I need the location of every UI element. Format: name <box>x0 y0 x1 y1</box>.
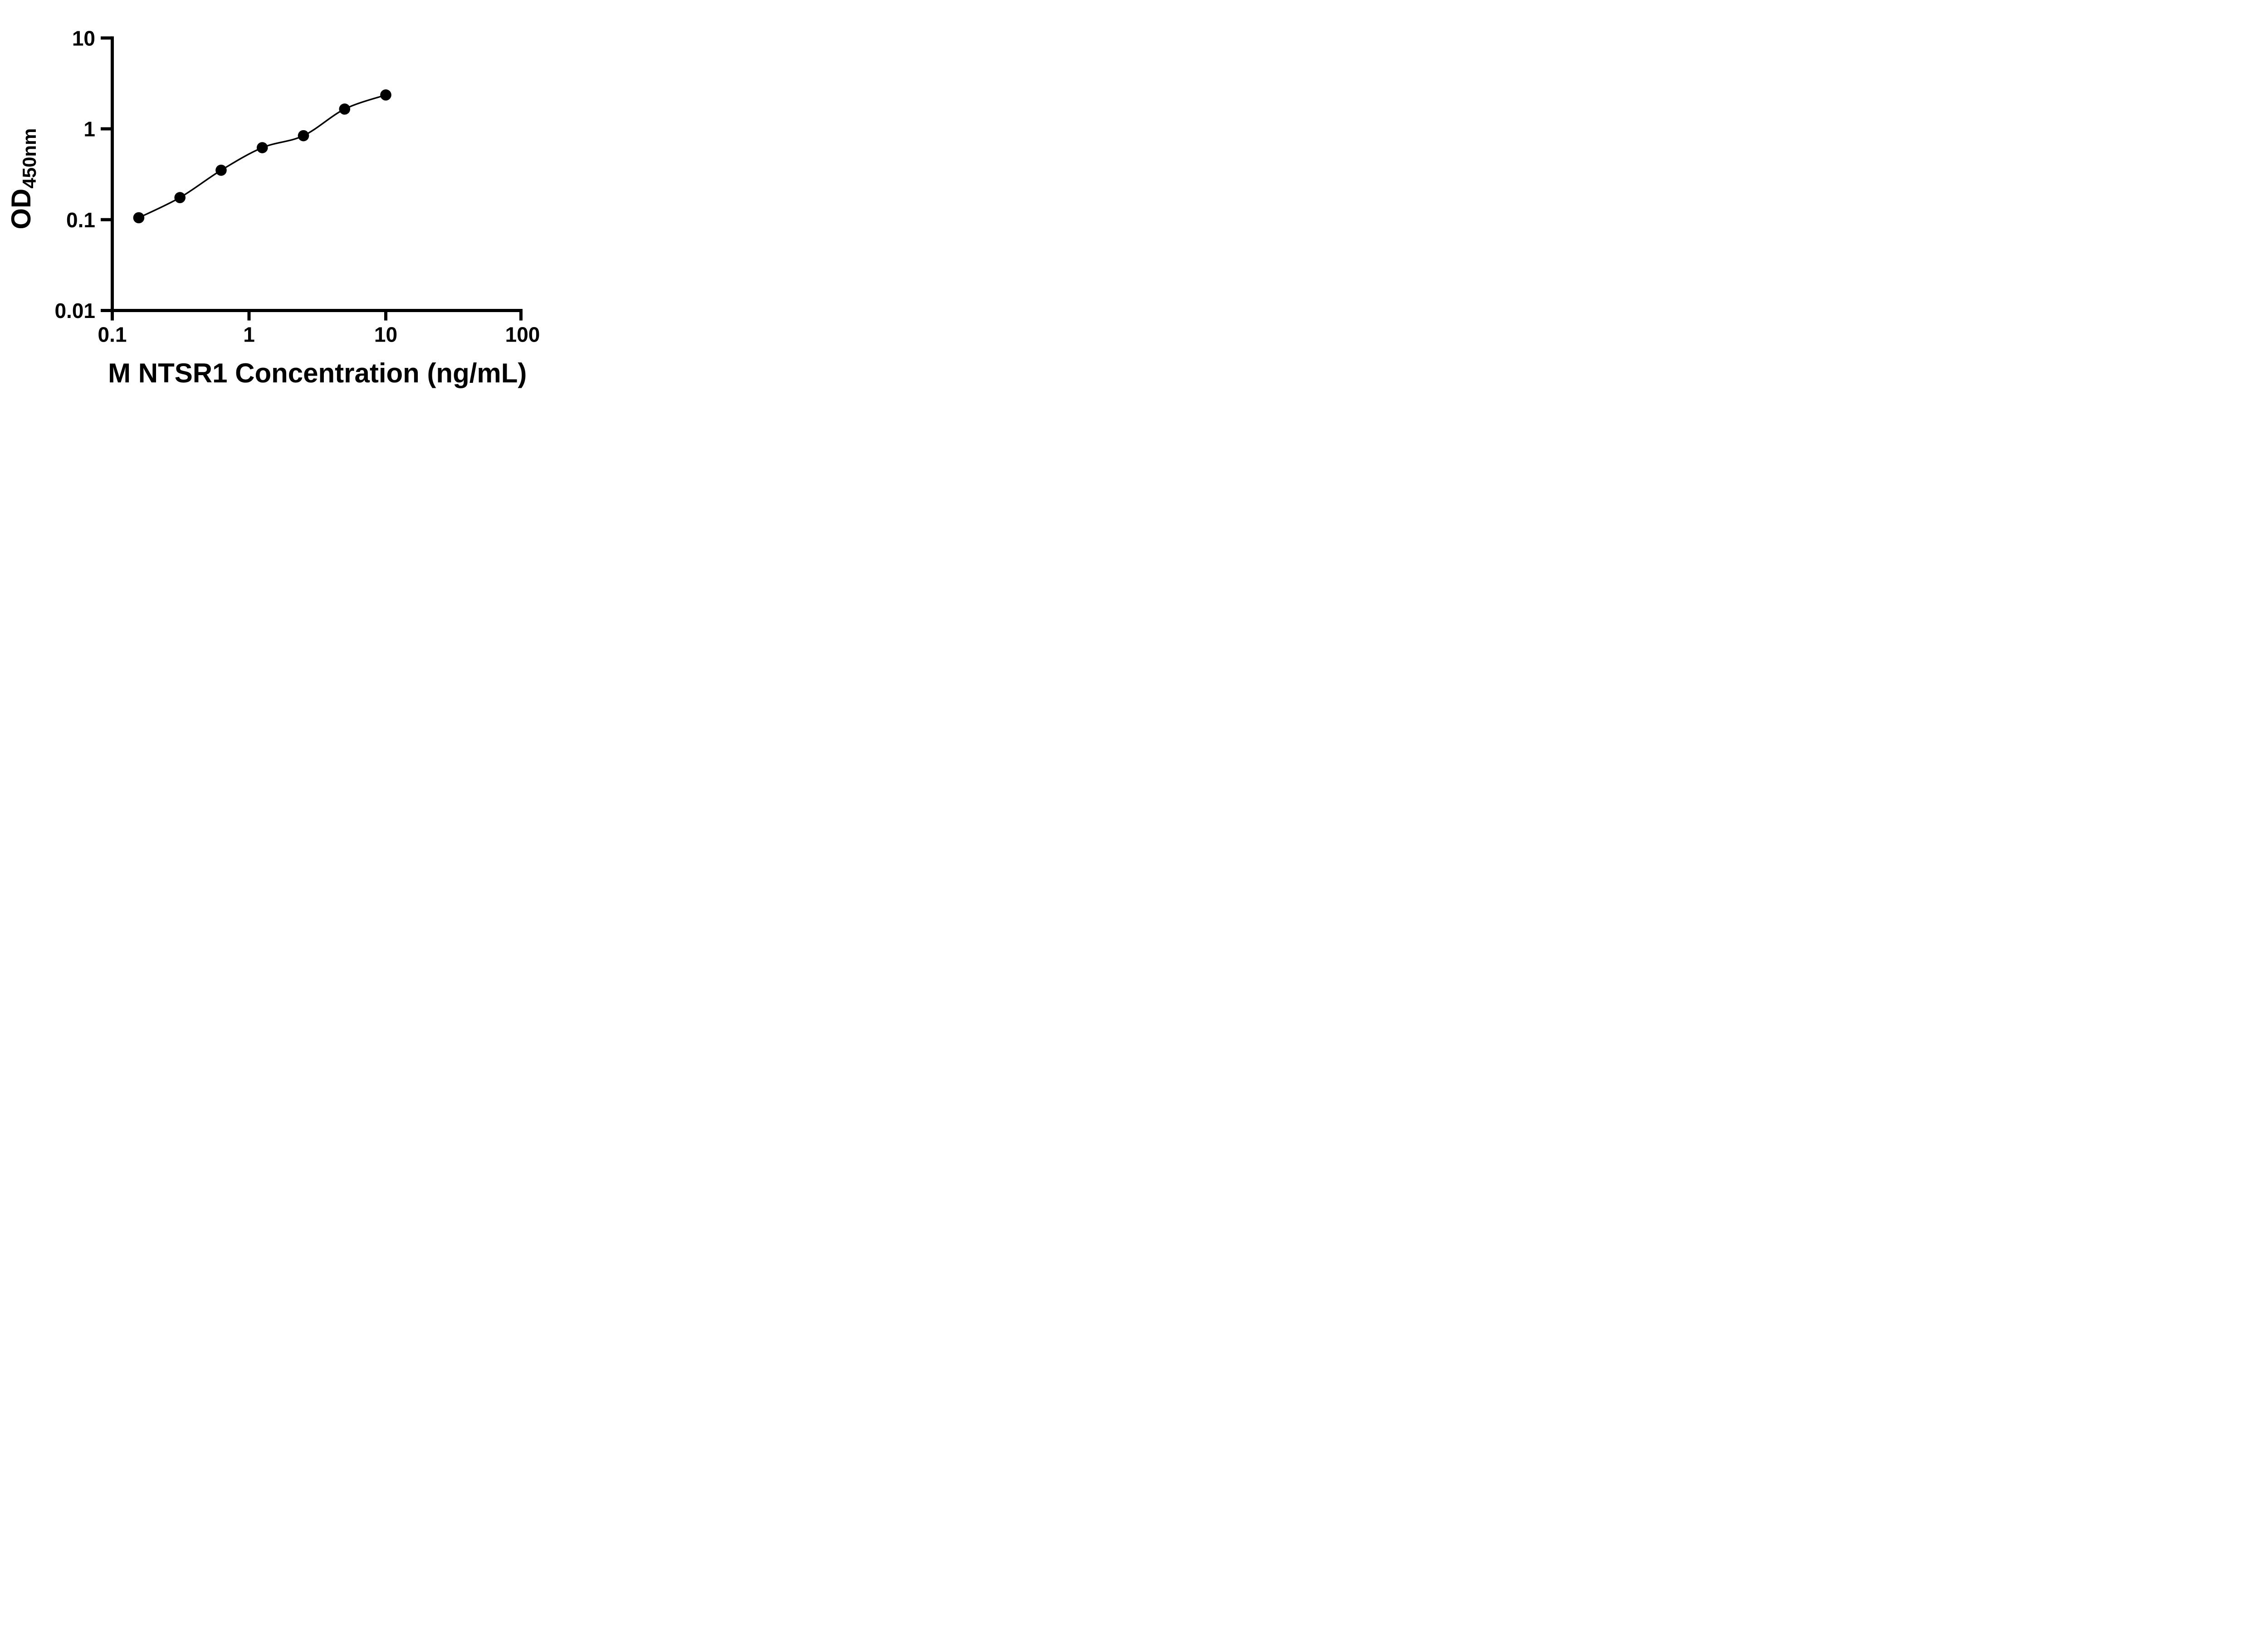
y-tick-label: 0.1 <box>66 208 95 232</box>
data-point-3 <box>215 165 227 176</box>
data-point-7 <box>380 89 391 101</box>
y-tick-label: 0.01 <box>54 299 95 323</box>
x-tick-label: 10 <box>374 323 397 347</box>
y-axis-title: OD450nm <box>6 128 40 230</box>
x-tick-label: 1 <box>243 323 255 347</box>
standard-curve-figure: 0.01 0.1 1 10 0.1 1 10 100 M NTSR1 Concentration… <box>0 0 583 408</box>
y-axis-title-main: OD <box>6 189 36 230</box>
y-tick-label: 10 <box>72 26 95 50</box>
x-tick-label: 0.1 <box>98 323 127 347</box>
data-point-5 <box>298 130 309 142</box>
data-point-6 <box>339 103 351 115</box>
x-axis-title: M NTSR1 Concentration (ng/mL) <box>108 358 527 388</box>
x-tick-label: 100 <box>505 323 540 347</box>
data-point-1 <box>133 212 145 224</box>
data-point-2 <box>174 192 186 203</box>
y-axis-title-subscript: 450nm <box>19 128 40 189</box>
data-point-4 <box>256 142 268 153</box>
y-tick-label: 1 <box>83 117 95 141</box>
